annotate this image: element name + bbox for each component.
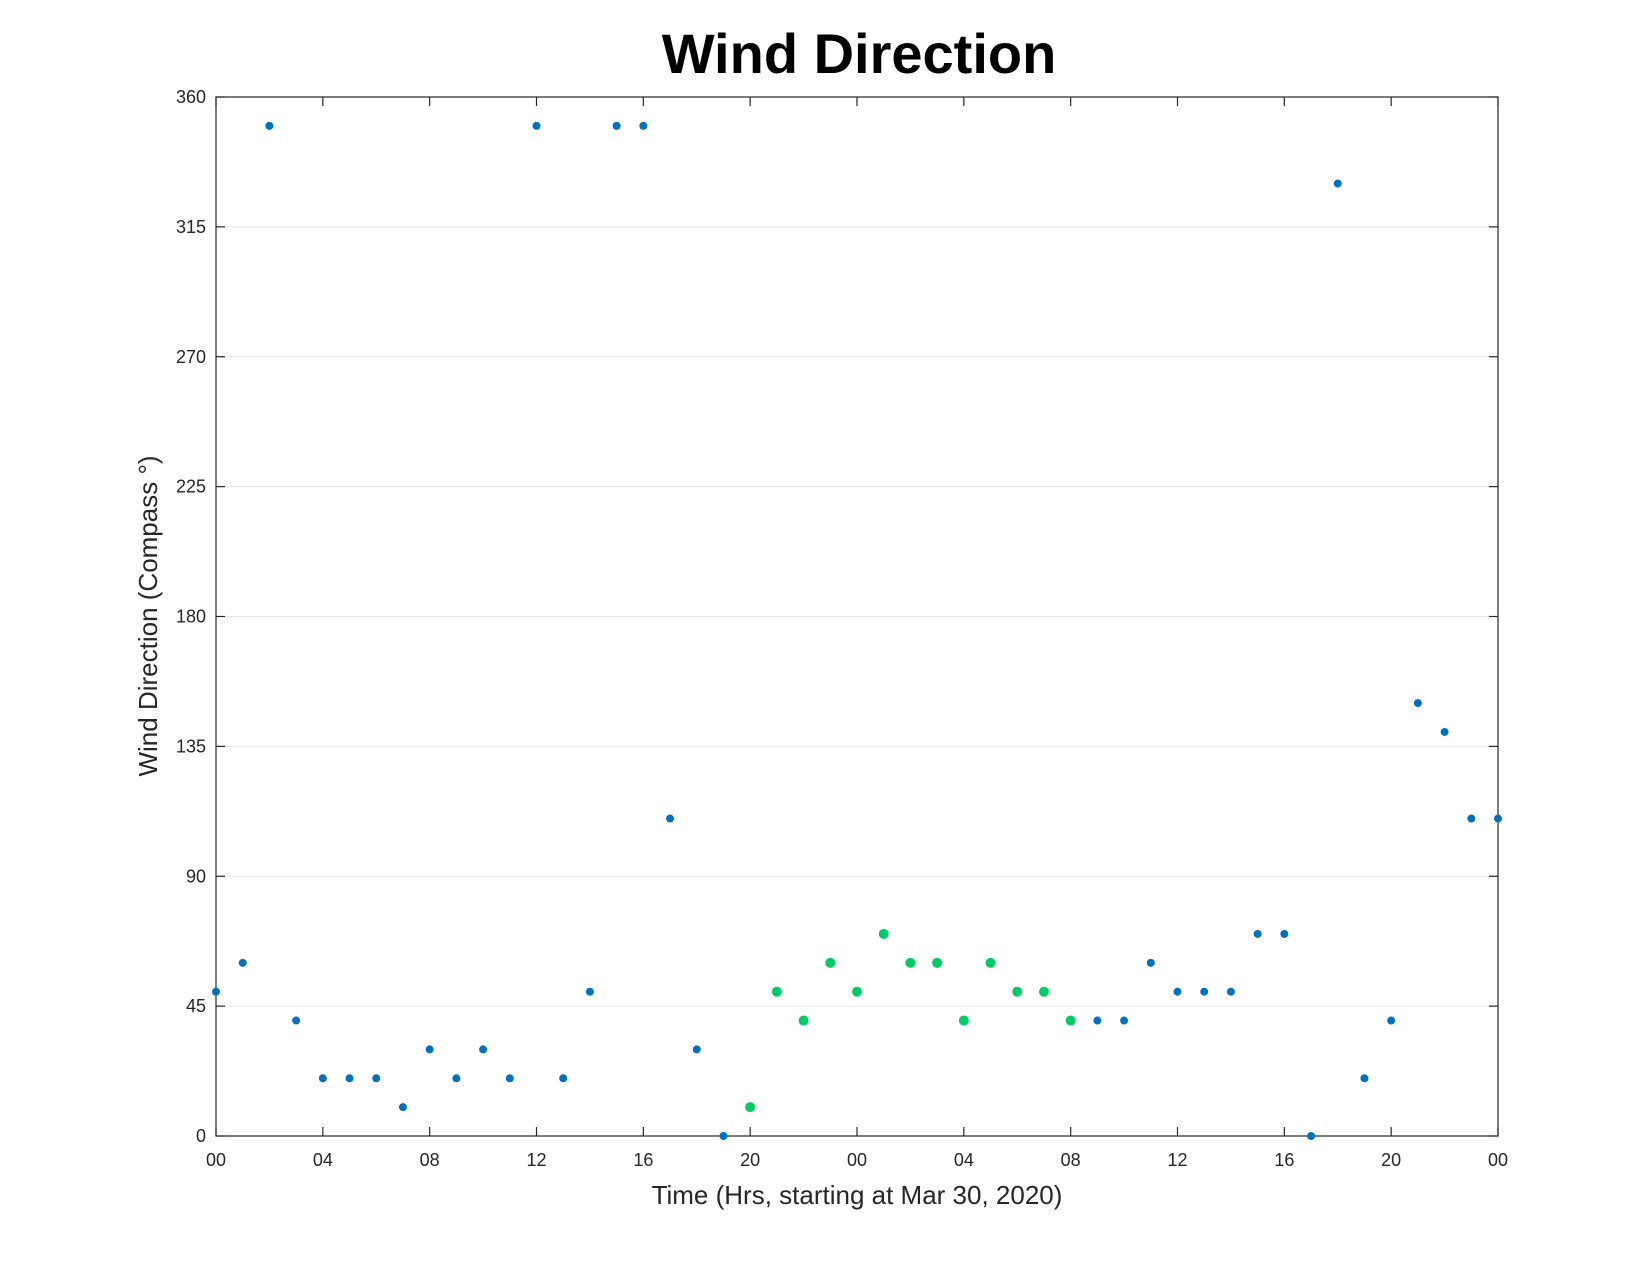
data-point	[852, 986, 862, 997]
data-point	[1065, 1015, 1076, 1026]
gridlines	[216, 226, 1498, 1007]
y-axis-label: Wind Direction (Compass °)	[133, 455, 163, 776]
data-point	[798, 1015, 809, 1026]
data-point	[559, 1074, 568, 1083]
data-point	[825, 957, 836, 968]
data-point	[1146, 958, 1155, 967]
data-point	[1120, 1016, 1129, 1025]
data-point	[452, 1074, 461, 1083]
y-tick-label: 270	[176, 347, 206, 367]
y-tick-label: 315	[176, 217, 206, 237]
x-tick-label: 16	[633, 1150, 653, 1170]
data-point	[905, 957, 916, 968]
data-point	[265, 121, 274, 130]
data-point	[1253, 929, 1262, 938]
y-tick-label: 180	[176, 607, 206, 627]
data-point	[1280, 929, 1289, 938]
data-point	[585, 987, 594, 996]
data-point	[719, 1132, 728, 1140]
y-tick-label: 360	[176, 87, 206, 107]
data-point	[612, 121, 621, 130]
data-point	[292, 1016, 301, 1025]
data-point	[318, 1074, 327, 1083]
x-tick-label: 20	[1381, 1150, 1401, 1170]
data-point	[666, 814, 675, 823]
data-point	[532, 121, 541, 130]
data-point	[745, 1102, 756, 1113]
data-point	[372, 1074, 381, 1083]
data-points	[212, 121, 1502, 1140]
data-point	[398, 1103, 407, 1112]
y-tick-label: 135	[176, 736, 206, 756]
data-point	[985, 957, 996, 968]
data-point	[238, 958, 247, 967]
data-point	[479, 1045, 488, 1054]
data-point	[1360, 1074, 1369, 1083]
data-point	[1494, 814, 1502, 823]
data-point	[425, 1045, 434, 1054]
x-axis-label: Time (Hrs, starting at Mar 30, 2020)	[652, 1180, 1063, 1210]
data-point	[878, 928, 889, 939]
data-point	[958, 1015, 969, 1026]
x-tick-label: 16	[1274, 1150, 1294, 1170]
data-point	[1012, 986, 1023, 997]
data-point	[932, 957, 943, 968]
x-tick-label: 04	[313, 1150, 333, 1170]
data-point	[1038, 986, 1049, 997]
y-tick-label: 0	[196, 1126, 206, 1146]
y-tick-label: 225	[176, 477, 206, 497]
x-tick-label: 12	[526, 1150, 546, 1170]
data-point	[692, 1045, 701, 1054]
data-point	[345, 1074, 354, 1083]
chart-title: Wind Direction	[662, 22, 1057, 85]
data-point	[1467, 814, 1476, 823]
data-point	[1173, 987, 1182, 996]
data-point	[1333, 179, 1342, 188]
x-tick-label: 00	[847, 1150, 867, 1170]
x-tick-label: 08	[1061, 1150, 1081, 1170]
x-tick-label: 04	[954, 1150, 974, 1170]
x-tick-label: 12	[1167, 1150, 1187, 1170]
x-tick-label: 20	[740, 1150, 760, 1170]
y-tick-label: 45	[186, 996, 206, 1016]
data-point	[1200, 987, 1209, 996]
data-point	[212, 987, 220, 996]
data-point	[1307, 1132, 1316, 1140]
x-tick-label: 08	[420, 1150, 440, 1170]
data-point	[1226, 987, 1235, 996]
data-point	[1413, 699, 1422, 708]
data-point	[1387, 1016, 1396, 1025]
data-point	[639, 121, 648, 130]
x-tick-label: 00	[1488, 1150, 1508, 1170]
axis-ticks: 0 45 90 135 180 225 270 315 360 00 04 08 12 16 20 00 04 0…	[176, 87, 1508, 1170]
data-point	[1093, 1016, 1102, 1025]
data-point	[771, 986, 782, 997]
data-point	[505, 1074, 514, 1083]
y-tick-label: 90	[186, 866, 206, 886]
data-point	[1440, 727, 1449, 736]
x-tick-label: 00	[206, 1150, 226, 1170]
